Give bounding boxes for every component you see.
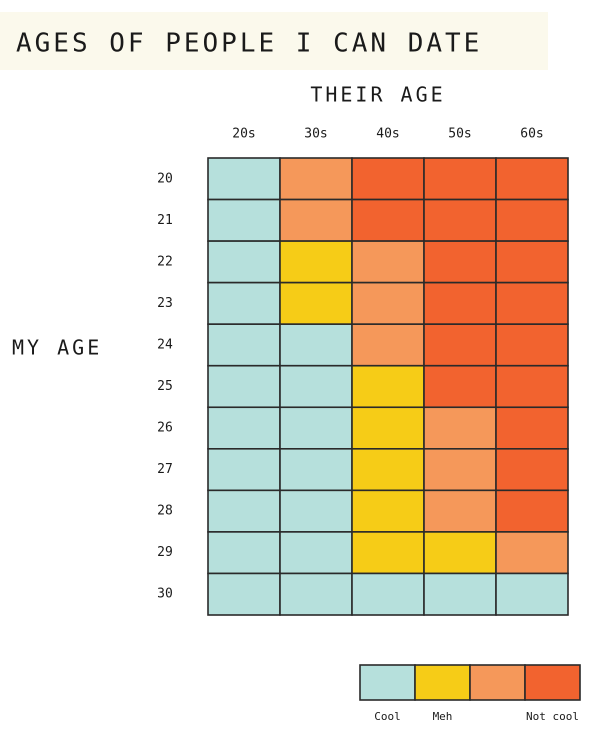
heatmap-cell bbox=[351, 364, 425, 409]
y-tick-label: 24 bbox=[157, 337, 173, 352]
heatmap-cell bbox=[423, 406, 497, 450]
x-tick-label: 60s bbox=[520, 127, 543, 142]
heatmap-cell bbox=[207, 364, 281, 409]
heatmap-cell bbox=[351, 240, 425, 284]
y-axis-title: MY AGE bbox=[12, 336, 102, 360]
y-tick-label: 25 bbox=[157, 379, 173, 394]
heatmap-cell bbox=[279, 406, 353, 450]
heatmap-cell bbox=[495, 198, 569, 242]
x-tick-label: 30s bbox=[304, 127, 327, 142]
heatmap-cell bbox=[207, 281, 281, 325]
heatmap-cell bbox=[207, 198, 281, 242]
heatmap-cell bbox=[423, 489, 497, 533]
heatmap-cell bbox=[495, 489, 569, 533]
heatmap-cell bbox=[279, 281, 353, 325]
legend-swatch bbox=[359, 664, 416, 701]
heatmap-cell bbox=[207, 323, 281, 367]
heatmap-cell bbox=[351, 323, 425, 367]
heatmap-cell bbox=[495, 323, 569, 367]
legend-swatch bbox=[414, 664, 471, 701]
y-tick-label: 30 bbox=[157, 587, 173, 602]
heatmap-cell bbox=[495, 531, 569, 575]
y-tick-label: 20 bbox=[157, 171, 173, 186]
heatmap-cell bbox=[495, 240, 569, 284]
heatmap-cell bbox=[351, 489, 425, 533]
legend-swatch bbox=[469, 664, 526, 701]
heatmap-cell bbox=[423, 157, 497, 201]
heatmap-cell bbox=[495, 572, 569, 616]
heatmap-cell bbox=[351, 406, 425, 450]
heatmap-cell bbox=[207, 572, 281, 616]
heatmap-cell bbox=[423, 572, 497, 616]
heatmap-cell bbox=[279, 240, 353, 284]
heatmap-cell bbox=[279, 323, 353, 367]
heatmap-cell bbox=[207, 406, 281, 450]
chart-title: AGES OF PEOPLE I CAN DATE bbox=[16, 29, 482, 59]
legend-label: Meh bbox=[433, 710, 453, 723]
heatmap-cell bbox=[423, 240, 497, 284]
heatmap-cell bbox=[351, 448, 425, 492]
heatmap-cell bbox=[423, 323, 497, 367]
heatmap-cell bbox=[495, 448, 569, 492]
x-axis-title: THEIR AGE bbox=[310, 83, 445, 107]
heatmap-cell bbox=[279, 157, 353, 201]
heatmap-cell bbox=[423, 448, 497, 492]
heatmap-cell bbox=[279, 572, 353, 616]
heatmap-cell bbox=[495, 281, 569, 325]
heatmap-cell bbox=[207, 448, 281, 492]
legend-label: Cool bbox=[374, 710, 401, 723]
x-tick-label: 40s bbox=[376, 127, 399, 142]
heatmap-cell bbox=[351, 198, 425, 242]
y-tick-label: 29 bbox=[157, 545, 173, 560]
heatmap-cell bbox=[495, 406, 569, 450]
heatmap-cell bbox=[279, 531, 353, 575]
y-tick-label: 22 bbox=[157, 254, 173, 269]
heatmap-cell bbox=[351, 531, 425, 575]
heatmap-cell bbox=[423, 281, 497, 325]
legend-label: Not cool bbox=[526, 710, 579, 723]
heatmap-cell bbox=[351, 572, 425, 616]
heatmap-cell bbox=[279, 364, 353, 409]
heatmap-cell bbox=[279, 448, 353, 492]
heatmap-cell bbox=[495, 364, 569, 409]
heatmap-cell bbox=[207, 157, 281, 201]
legend-swatch bbox=[524, 664, 581, 701]
heatmap-cell bbox=[495, 157, 569, 201]
heatmap-cell bbox=[423, 198, 497, 242]
heatmap-cell bbox=[207, 531, 281, 575]
heatmap-cell bbox=[423, 364, 497, 409]
y-tick-label: 26 bbox=[157, 421, 173, 436]
x-tick-label: 20s bbox=[232, 127, 255, 142]
heatmap-cell bbox=[279, 198, 353, 242]
y-tick-label: 28 bbox=[157, 504, 173, 519]
heatmap-cell bbox=[423, 531, 497, 575]
x-tick-label: 50s bbox=[448, 127, 471, 142]
y-tick-label: 21 bbox=[157, 213, 173, 228]
y-tick-label: 23 bbox=[157, 296, 173, 311]
heatmap-cell bbox=[351, 157, 425, 201]
heatmap-cell bbox=[351, 281, 425, 325]
heatmap-cell bbox=[207, 240, 281, 284]
heatmap-cell bbox=[279, 489, 353, 533]
heatmap-cell bbox=[207, 489, 281, 533]
y-tick-label: 27 bbox=[157, 462, 173, 477]
title-band bbox=[0, 12, 548, 70]
